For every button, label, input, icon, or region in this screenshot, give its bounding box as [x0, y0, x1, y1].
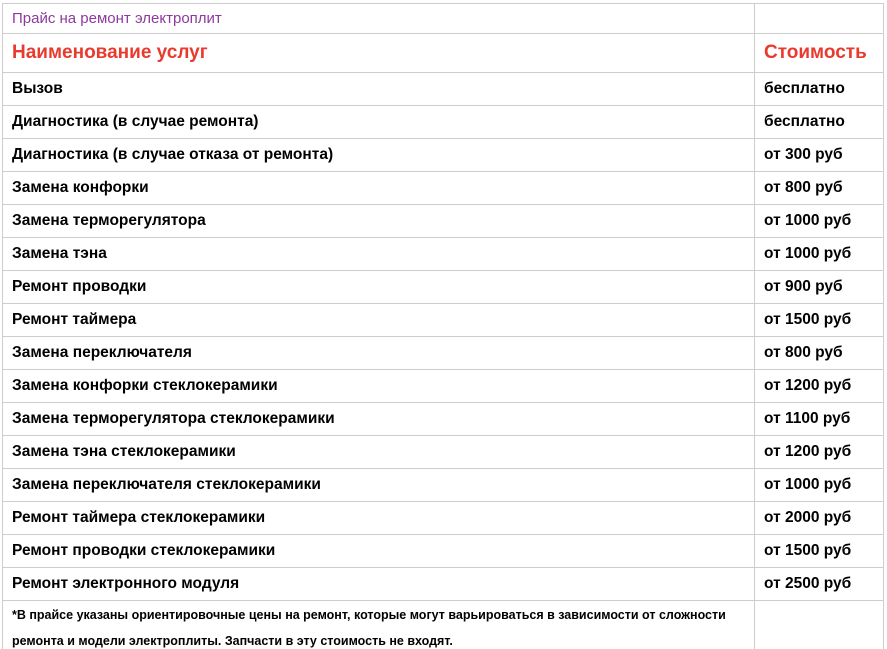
price-cell: от 1500 руб	[754, 534, 884, 568]
table-row: Ремонт таймера от 1500 руб	[2, 303, 884, 337]
service-name-cell: Замена терморегулятора	[2, 204, 755, 238]
column-header-price: Стоимость	[754, 33, 884, 73]
service-name-cell: Замена тэна	[2, 237, 755, 271]
price-cell: от 1000 руб	[754, 237, 884, 271]
price-cell: от 800 руб	[754, 336, 884, 370]
price-cell: от 2000 руб	[754, 501, 884, 535]
price-cell: от 800 руб	[754, 171, 884, 205]
price-cell: от 1500 руб	[754, 303, 884, 337]
service-name-cell: Ремонт таймера	[2, 303, 755, 337]
service-name-cell: Замена конфорки стеклокерамики	[2, 369, 755, 403]
column-header-service: Наименование услуг	[2, 33, 755, 73]
service-name-cell: Замена переключателя стеклокерамики	[2, 468, 755, 502]
table-row: Замена терморегулятора от 1000 руб	[2, 204, 884, 238]
table-row: Замена переключателя от 800 руб	[2, 336, 884, 370]
table-row: Замена конфорки от 800 руб	[2, 171, 884, 205]
price-cell: от 1000 руб	[754, 468, 884, 502]
service-name-cell: Замена переключателя	[2, 336, 755, 370]
table-foot-section: *В прайсе указаны ориентировочные цены н…	[2, 600, 884, 649]
table-row: Вызов бесплатно	[2, 72, 884, 106]
service-name-cell: Ремонт проводки	[2, 270, 755, 304]
service-name-cell: Ремонт проводки стеклокерамики	[2, 534, 755, 568]
table-body: Вызов бесплатно Диагностика (в случае ремо…	[2, 72, 884, 601]
service-name-cell: Диагностика (в случае ремонта)	[2, 105, 755, 139]
price-cell: бесплатно	[754, 72, 884, 106]
column-header-row: Наименование услуг Стоимость	[2, 33, 884, 73]
table-row: Диагностика (в случае отказа от ремонта)…	[2, 138, 884, 172]
price-cell: от 2500 руб	[754, 567, 884, 601]
table-row: Ремонт электронного модуля от 2500 руб	[2, 567, 884, 601]
service-name-cell: Замена тэна стеклокерамики	[2, 435, 755, 469]
service-name-cell: Диагностика (в случае отказа от ремонта)	[2, 138, 755, 172]
price-cell: от 1000 руб	[754, 204, 884, 238]
service-name-cell: Ремонт электронного модуля	[2, 567, 755, 601]
footnote-empty-cell	[754, 600, 884, 649]
table-row: Ремонт таймера стеклокерамики от 2000 руб	[2, 501, 884, 535]
footnote-row: *В прайсе указаны ориентировочные цены н…	[2, 600, 884, 649]
table-row: Замена тэна от 1000 руб	[2, 237, 884, 271]
table-row: Замена терморегулятора стеклокерамики от …	[2, 402, 884, 436]
page-title: Прайс на ремонт электроплит	[2, 3, 755, 34]
table-row: Замена переключателя стеклокерамики от 10…	[2, 468, 884, 502]
price-cell: от 300 руб	[754, 138, 884, 172]
service-name-cell: Замена терморегулятора стеклокерамики	[2, 402, 755, 436]
service-name-cell: Замена конфорки	[2, 171, 755, 205]
table-head-section: Прайс на ремонт электроплит Наименование…	[2, 3, 884, 73]
title-empty-cell	[754, 3, 884, 34]
footnote-text: *В прайсе указаны ориентировочные цены н…	[2, 600, 755, 649]
table-row: Замена конфорки стеклокерамики от 1200 ру…	[2, 369, 884, 403]
price-cell: от 1100 руб	[754, 402, 884, 436]
table-row: Диагностика (в случае ремонта) бесплатно	[2, 105, 884, 139]
title-row: Прайс на ремонт электроплит	[2, 3, 884, 34]
table-row: Замена тэна стеклокерамики от 1200 руб	[2, 435, 884, 469]
price-cell: от 1200 руб	[754, 435, 884, 469]
service-name-cell: Вызов	[2, 72, 755, 106]
table-row: Ремонт проводки от 900 руб	[2, 270, 884, 304]
service-name-cell: Ремонт таймера стеклокерамики	[2, 501, 755, 535]
table-row: Ремонт проводки стеклокерамики от 1500 ру…	[2, 534, 884, 568]
price-cell: от 900 руб	[754, 270, 884, 304]
price-table: Прайс на ремонт электроплит Наименование…	[2, 3, 884, 649]
price-cell: от 1200 руб	[754, 369, 884, 403]
price-cell: бесплатно	[754, 105, 884, 139]
